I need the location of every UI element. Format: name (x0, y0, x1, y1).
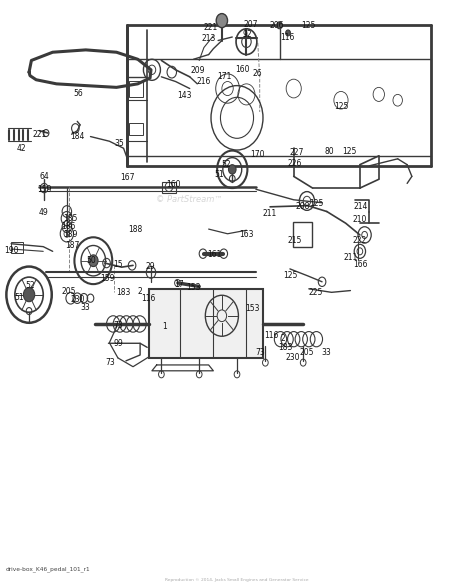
Text: 116: 116 (264, 331, 278, 340)
Text: 125: 125 (334, 102, 348, 110)
Text: 33: 33 (321, 348, 331, 356)
Text: 1: 1 (162, 322, 166, 331)
Text: 215: 215 (287, 237, 302, 245)
Text: 187: 187 (65, 241, 80, 250)
Text: 230: 230 (285, 353, 300, 362)
Text: 73: 73 (113, 321, 123, 330)
Text: drive-box_K46_pedal_101_r1: drive-box_K46_pedal_101_r1 (5, 566, 90, 572)
Text: 153: 153 (245, 304, 259, 313)
Text: 51: 51 (214, 170, 224, 178)
Text: Reproduction © 2014, Jacks Small Engines and Generator Service: Reproduction © 2014, Jacks Small Engines… (165, 578, 309, 582)
Text: 42: 42 (17, 144, 26, 153)
Text: 73: 73 (106, 358, 115, 367)
Text: 143: 143 (177, 91, 191, 100)
Text: 221: 221 (204, 22, 218, 32)
Text: 52: 52 (222, 160, 231, 169)
Text: 159: 159 (37, 185, 51, 194)
Text: 17: 17 (174, 279, 184, 289)
Text: 125: 125 (283, 271, 297, 281)
Text: 166: 166 (354, 259, 368, 269)
Text: 50: 50 (87, 256, 96, 265)
Text: 170: 170 (251, 150, 265, 158)
Text: 211: 211 (343, 252, 357, 262)
Text: 171: 171 (218, 72, 232, 82)
Text: 222: 222 (353, 237, 367, 245)
Text: 29: 29 (145, 262, 155, 271)
Text: 33: 33 (80, 303, 90, 312)
Circle shape (228, 165, 236, 174)
Text: 26: 26 (253, 69, 262, 78)
Text: © PartStream™: © PartStream™ (156, 195, 223, 204)
Text: 206: 206 (270, 21, 284, 30)
Text: 99: 99 (113, 339, 123, 348)
Text: 185: 185 (64, 214, 78, 223)
Text: 184: 184 (70, 132, 84, 141)
Text: 183: 183 (278, 343, 292, 352)
Text: 189: 189 (64, 231, 78, 239)
Text: 227: 227 (289, 149, 304, 157)
Text: 213: 213 (201, 34, 216, 43)
Text: 15: 15 (113, 259, 123, 269)
Text: 210: 210 (353, 215, 367, 224)
Text: 226: 226 (287, 159, 302, 168)
Text: 216: 216 (197, 77, 211, 86)
Text: 160: 160 (236, 65, 250, 75)
Text: 211: 211 (263, 210, 277, 218)
Bar (11, 242, 23, 252)
Text: 161: 161 (207, 250, 221, 259)
Text: 159: 159 (100, 274, 115, 283)
Text: 35: 35 (114, 139, 124, 148)
Circle shape (216, 14, 228, 28)
Bar (129, 123, 144, 136)
Bar (129, 81, 144, 97)
Text: 73: 73 (256, 348, 265, 356)
Text: 64: 64 (39, 172, 49, 181)
Text: 190: 190 (4, 246, 18, 255)
Text: 56: 56 (74, 89, 83, 97)
Text: 116: 116 (141, 294, 155, 303)
Text: 160: 160 (166, 180, 181, 189)
Bar (149, 289, 263, 358)
Text: 80: 80 (325, 147, 335, 156)
Text: 207: 207 (244, 19, 258, 29)
Text: 205: 205 (62, 286, 76, 296)
Text: 214: 214 (354, 203, 368, 211)
Circle shape (277, 22, 283, 29)
Text: 2: 2 (137, 286, 142, 296)
Text: 209: 209 (191, 66, 206, 76)
Text: 116: 116 (280, 32, 294, 42)
Text: 51: 51 (15, 292, 25, 302)
Text: 92: 92 (243, 30, 252, 39)
Text: 125: 125 (309, 199, 324, 208)
Text: 183: 183 (117, 288, 131, 297)
Text: 225: 225 (308, 288, 323, 297)
Circle shape (23, 288, 35, 302)
Circle shape (89, 255, 98, 266)
Text: 230: 230 (70, 295, 84, 304)
Bar (162, 182, 175, 193)
Text: 125: 125 (301, 21, 315, 30)
Text: 167: 167 (120, 173, 135, 182)
Text: 163: 163 (239, 231, 254, 239)
Text: 188: 188 (128, 225, 142, 234)
Text: 186: 186 (62, 222, 76, 231)
Text: 2: 2 (281, 333, 286, 342)
Text: 49: 49 (38, 208, 48, 217)
Text: 205: 205 (300, 348, 314, 356)
Text: 52: 52 (25, 281, 35, 290)
Text: 153: 153 (186, 283, 201, 292)
Text: 125: 125 (342, 147, 356, 156)
Circle shape (286, 30, 291, 36)
Bar (293, 222, 312, 247)
Text: 221: 221 (32, 130, 46, 139)
Text: 208: 208 (295, 203, 310, 211)
